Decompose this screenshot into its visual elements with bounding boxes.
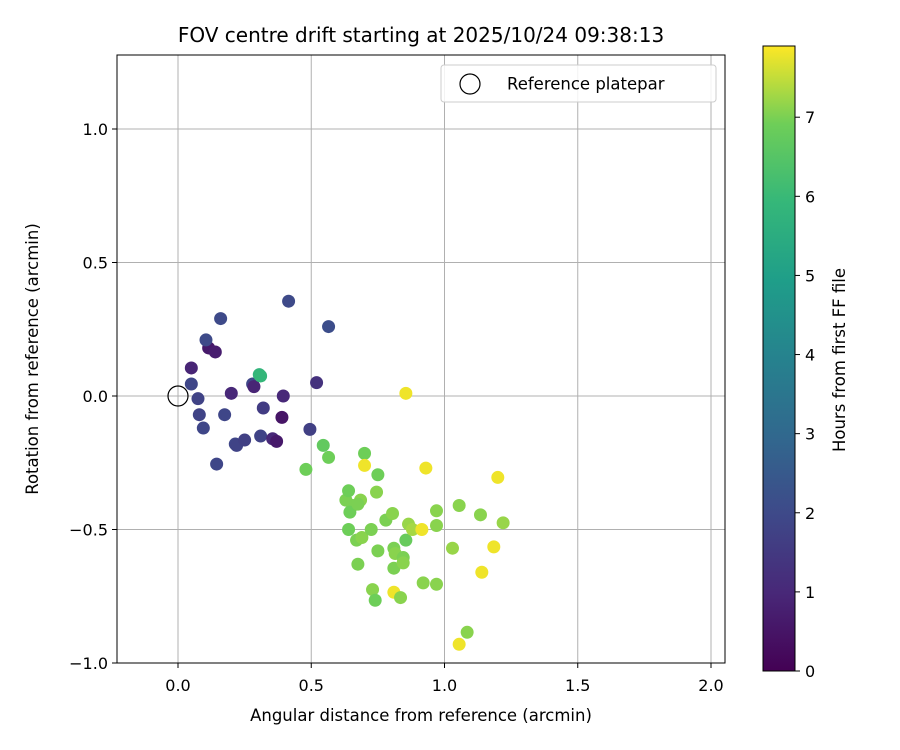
- data-point: [430, 518, 444, 532]
- data-point: [452, 637, 466, 651]
- colorbar-tick-label: 2: [805, 504, 815, 523]
- data-point: [452, 498, 466, 512]
- data-point: [460, 625, 474, 639]
- data-point: [208, 345, 222, 359]
- data-point: [196, 421, 210, 435]
- data-point: [254, 369, 268, 383]
- data-point: [491, 470, 505, 484]
- data-point: [415, 523, 429, 536]
- y-tick-label: −0.5: [69, 521, 108, 540]
- data-point: [430, 577, 444, 591]
- data-point: [214, 312, 228, 326]
- reference-marker-group: [167, 385, 189, 407]
- colorbar-ticks: 0 1 2 3 4 5 6 7: [795, 108, 815, 681]
- data-point: [184, 377, 198, 391]
- data-point: [199, 333, 213, 347]
- data-point: [416, 576, 430, 590]
- data-point: [399, 533, 413, 547]
- data-point: [351, 497, 365, 511]
- data-point: [430, 504, 444, 518]
- colorbar-tick-label: 6: [805, 187, 815, 206]
- colorbar-label: Hours from first FF file: [830, 268, 849, 452]
- legend-box: [440, 64, 717, 103]
- data-point: [270, 434, 284, 448]
- x-tick-label: 0.5: [299, 676, 324, 695]
- data-point: [473, 508, 487, 522]
- data-point: [210, 457, 224, 471]
- data-point: [370, 485, 384, 499]
- x-tick-label: 2.0: [698, 676, 723, 695]
- data-point: [368, 593, 382, 607]
- legend-entry-reference-platepar: Reference platepar: [507, 75, 665, 94]
- y-tick-label: 0.0: [83, 387, 108, 406]
- data-point: [316, 438, 330, 452]
- data-point: [371, 468, 385, 482]
- data-point: [343, 505, 357, 519]
- colorbar-tick-label: 4: [805, 346, 815, 365]
- data-point: [256, 401, 270, 415]
- data-point: [224, 386, 238, 400]
- data-point: [238, 433, 252, 447]
- colorbar-gradient: [762, 45, 796, 672]
- legend: Reference platepar: [440, 64, 717, 103]
- colorbar-tick-label: 5: [805, 266, 815, 285]
- data-point: [419, 461, 433, 475]
- data-point: [342, 484, 356, 498]
- data-point: [358, 458, 372, 472]
- data-point: [299, 462, 313, 476]
- y-axis-label: Rotation from reference (arcmin): [23, 223, 42, 495]
- data-point: [191, 392, 205, 406]
- y-tick-label: 1.0: [83, 120, 108, 139]
- data-point: [184, 361, 198, 375]
- data-point: [371, 544, 385, 558]
- y-axis-ticks: −1.0 −0.5 0.0 0.5 1.0: [69, 120, 117, 673]
- data-point: [445, 541, 459, 555]
- data-point: [218, 408, 232, 422]
- chart-title: FOV centre drift starting at 2025/10/24 …: [178, 23, 664, 47]
- x-tick-label: 1.5: [565, 676, 590, 695]
- data-point: [487, 540, 501, 554]
- data-point: [366, 583, 380, 597]
- data-point: [254, 429, 268, 443]
- data-point: [322, 320, 336, 334]
- data-points: [184, 294, 510, 651]
- colorbar-tick-label: 3: [805, 425, 815, 444]
- data-point: [247, 380, 261, 394]
- x-axis-ticks: 0.0 0.5 1.0 1.5 2.0: [165, 663, 724, 695]
- data-point: [192, 408, 206, 422]
- reference-platepar-marker: [167, 385, 189, 407]
- data-point: [351, 557, 365, 571]
- colorbar-tick-label: 0: [805, 662, 815, 681]
- data-point: [396, 556, 410, 570]
- y-tick-label: −1.0: [69, 654, 108, 673]
- data-point: [282, 294, 296, 308]
- data-point: [475, 565, 489, 579]
- data-point: [310, 376, 324, 390]
- data-point: [358, 446, 372, 460]
- data-point: [496, 516, 510, 530]
- y-tick-label: 0.5: [83, 254, 108, 273]
- data-point: [394, 591, 408, 605]
- data-point: [364, 523, 378, 536]
- colorbar: 0 1 2 3 4 5 6 7 Hours from first FF file: [762, 45, 849, 681]
- data-point: [322, 450, 336, 464]
- data-point: [386, 506, 400, 520]
- data-point: [275, 410, 289, 424]
- x-tick-label: 0.0: [165, 676, 190, 695]
- data-point: [276, 389, 290, 403]
- legend-marker-icon: [459, 73, 481, 95]
- colorbar-tick-label: 7: [805, 108, 815, 127]
- data-point: [406, 523, 420, 536]
- x-tick-label: 1.0: [432, 676, 457, 695]
- colorbar-tick-label: 1: [805, 583, 815, 602]
- data-point: [342, 523, 356, 536]
- data-point: [399, 386, 413, 400]
- x-axis-label: Angular distance from reference (arcmin): [250, 706, 592, 725]
- data-point: [355, 531, 369, 545]
- data-point: [303, 422, 317, 436]
- plot-frame: [116, 54, 726, 664]
- grid-lines: [117, 55, 725, 664]
